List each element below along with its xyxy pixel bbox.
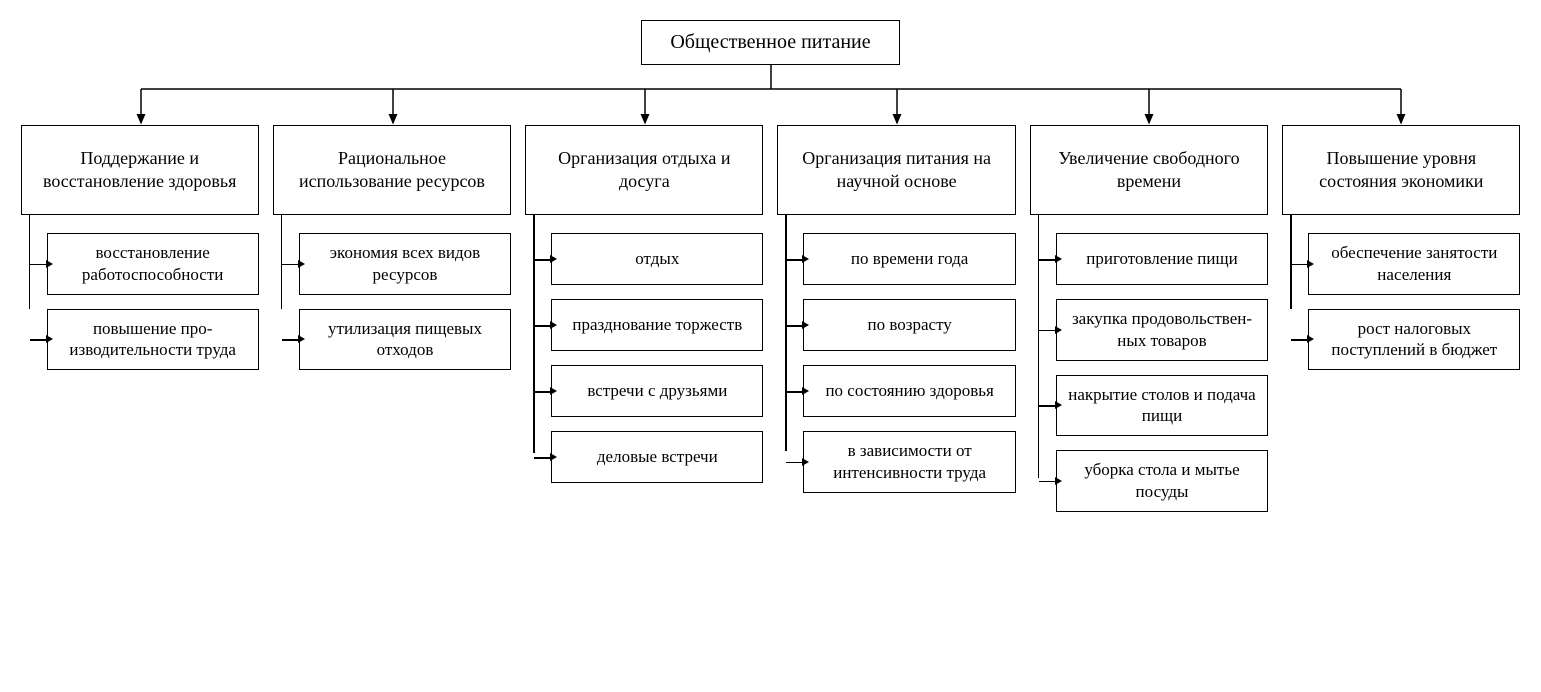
category-label: Организация отдыха и досуга: [532, 147, 756, 193]
item-label: по состоянию здоровья: [825, 380, 993, 402]
category-column: Поддержание и восстановление здоровья во…: [21, 125, 259, 512]
category-label: Увеличение свободного времени: [1037, 147, 1261, 193]
item-list: обеспечение занятости населения рост нал…: [1282, 233, 1520, 370]
category-node: Организация питания на научной основе: [777, 125, 1015, 215]
org-chart: Общественное питание Поддержание и: [21, 20, 1521, 512]
category-label: Поддержание и восстановление здоровья: [28, 147, 252, 193]
item-node: по возрасту: [803, 299, 1015, 351]
category-node: Увеличение свободного времени: [1030, 125, 1268, 215]
columns: Поддержание и восстановление здоровья во…: [21, 125, 1521, 512]
item-label: закупка продовольствен­ных товаров: [1063, 308, 1261, 352]
item-label: по времени года: [851, 248, 968, 270]
item-label: рост налоговых поступлений в бюджет: [1315, 318, 1513, 362]
item-node: по времени года: [803, 233, 1015, 285]
item-node: закупка продовольствен­ных товаров: [1056, 299, 1268, 361]
category-node: Поддержание и восстановление здоровья: [21, 125, 259, 215]
item-label: встречи с друзьями: [587, 380, 727, 402]
item-label: утилизация пищевых отходов: [306, 318, 504, 362]
item-node: рост налоговых поступлений в бюджет: [1308, 309, 1520, 371]
item-label: обеспечение занятости населения: [1315, 242, 1513, 286]
item-node: утилизация пищевых отходов: [299, 309, 511, 371]
item-node: отдых: [551, 233, 763, 285]
category-label: Рациональное использование ресурсов: [280, 147, 504, 193]
item-node: приготовление пищи: [1056, 233, 1268, 285]
item-list: по времени года по возрасту по состоянию…: [777, 233, 1015, 493]
category-column: Повышение уровня состояния экономики обе…: [1282, 125, 1520, 512]
category-label: Повышение уровня состояния экономики: [1289, 147, 1513, 193]
item-node: накрытие столов и подача пищи: [1056, 375, 1268, 437]
item-list: приготовление пищи закупка продовольстве…: [1030, 233, 1268, 512]
item-node: в зависимости от интенсивности труда: [803, 431, 1015, 493]
item-label: деловые встречи: [597, 446, 718, 468]
item-list: отдых празднование торжеств встречи с др…: [525, 233, 763, 483]
connector-svg: [21, 65, 1521, 125]
item-label: восстановление работоспособ­ности: [54, 242, 252, 286]
item-label: отдых: [635, 248, 679, 270]
category-column: Увеличение свободного времени приготовле…: [1030, 125, 1268, 512]
item-node: встречи с друзьями: [551, 365, 763, 417]
item-node: повышение про­изводительности труда: [47, 309, 259, 371]
item-node: восстановление работоспособ­ности: [47, 233, 259, 295]
item-label: в зависимости от интенсивности труда: [810, 440, 1008, 484]
item-label: экономия всех видов ресурсов: [306, 242, 504, 286]
item-node: обеспечение занятости населения: [1308, 233, 1520, 295]
category-node: Рациональное использование ресурсов: [273, 125, 511, 215]
category-column: Рациональное использование ресурсов экон…: [273, 125, 511, 512]
category-column: Организация питания на научной основе по…: [777, 125, 1015, 512]
root-label: Общественное питание: [670, 31, 870, 53]
connector-zone: [21, 65, 1521, 125]
category-node: Повышение уровня состояния экономики: [1282, 125, 1520, 215]
item-list: восстановление работоспособ­ности повыше…: [21, 233, 259, 370]
category-label: Организация питания на научной основе: [784, 147, 1008, 193]
item-node: экономия всех видов ресурсов: [299, 233, 511, 295]
item-label: уборка стола и мытье посуды: [1063, 459, 1261, 503]
item-node: празднование торжеств: [551, 299, 763, 351]
root-node: Общественное питание: [641, 20, 899, 65]
item-label: приготовление пищи: [1086, 248, 1237, 270]
category-column: Организация отдыха и досуга отдых праздн…: [525, 125, 763, 512]
item-label: по возрасту: [868, 314, 952, 336]
item-node: по состоянию здоровья: [803, 365, 1015, 417]
item-label: накрытие столов и подача пищи: [1063, 384, 1261, 428]
item-node: деловые встречи: [551, 431, 763, 483]
item-label: празднование торжеств: [572, 314, 742, 336]
item-node: уборка стола и мытье посуды: [1056, 450, 1268, 512]
item-list: экономия всех видов ресурсов утилизация …: [273, 233, 511, 370]
category-node: Организация отдыха и досуга: [525, 125, 763, 215]
item-label: повышение про­изводительности труда: [54, 318, 252, 362]
